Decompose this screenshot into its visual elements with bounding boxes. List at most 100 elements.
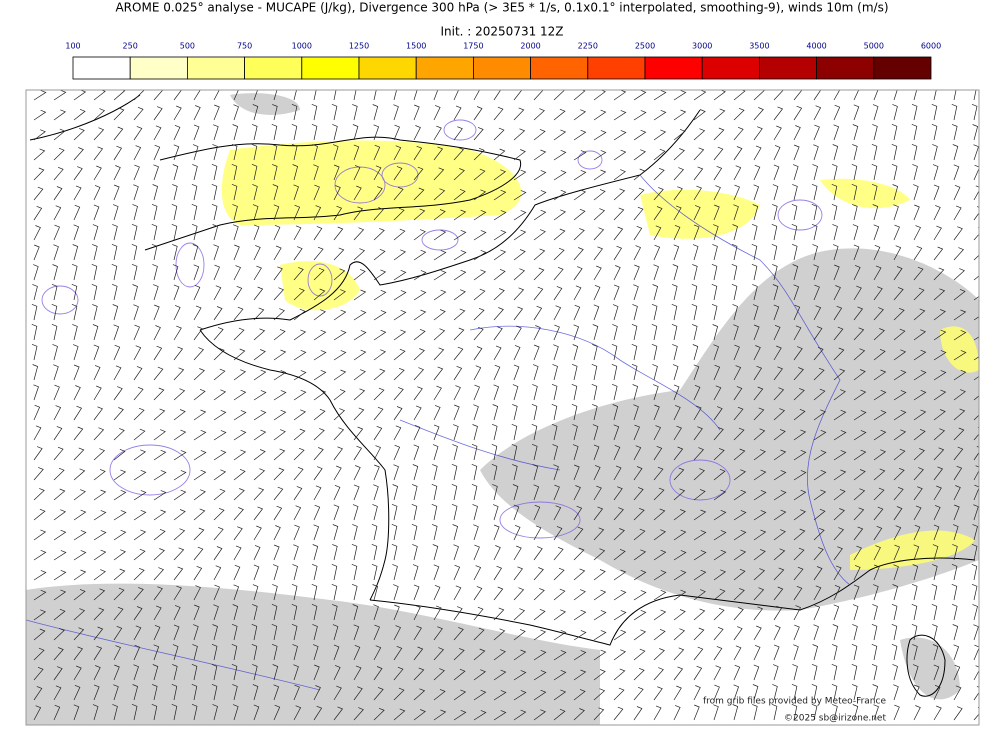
wind-barb [193,284,201,301]
wind-barb [913,225,921,241]
wind-barb [231,663,238,681]
wind-barb [333,408,346,421]
wind-barb [693,569,707,581]
wind-barb [273,370,287,381]
wind-barb [651,343,658,361]
wind-barb [93,108,106,121]
wind-barb [213,507,225,521]
copyright: ©2025 sb@irizone.net [784,714,886,724]
wind-barb [493,169,507,181]
wind-barb [53,405,62,421]
wind-barb [253,349,266,361]
wind-barb [433,385,442,401]
wind-barb [973,408,979,421]
wind-barb [673,589,687,601]
wind-barb [351,543,358,561]
wind-barb [233,285,243,301]
wind-barb [971,583,978,601]
wind-barb [253,449,266,461]
wind-barb [533,90,544,101]
wind-barb [153,387,165,401]
wind-barb [851,163,858,181]
wind-barb [813,585,822,601]
wind-barb [713,646,723,661]
wind-barb [793,624,800,641]
wind-barb [291,583,298,601]
wind-barb [313,226,323,241]
wind-barb [513,149,526,161]
wind-barb [253,506,264,521]
wind-barb [573,650,587,661]
wind-barb [733,165,742,181]
wind-barb [173,585,182,601]
wind-barb [613,706,624,721]
wind-barb [951,603,958,621]
wind-barb [813,90,822,101]
wind-barb [573,90,586,101]
wind-barb [392,564,398,581]
wind-barb [612,324,618,341]
wind-barb [873,224,880,241]
wind-barb [133,529,147,541]
wind-barb [813,566,823,581]
wind-barb [773,429,786,441]
wind-barb [113,469,127,481]
wind-barb [333,665,341,681]
wind-barb [193,124,200,141]
wind-barb [953,226,963,241]
wind-barb [591,383,598,401]
wind-barb [713,704,719,721]
wind-barb [353,644,361,661]
wind-barb [593,208,606,221]
wind-barb [773,644,780,661]
wind-barb [893,448,906,461]
wind-barb [353,310,367,321]
wind-barb [33,508,46,521]
wind-barb [313,466,323,481]
colorbar-tick-label: 3000 [692,42,712,51]
wind-barb [873,584,879,601]
wind-barb [53,364,59,381]
wind-barb [113,684,119,701]
wind-barb [851,684,858,701]
wind-barb [553,170,567,181]
wind-barb [73,426,84,441]
wind-barb [773,490,787,501]
wind-barb [413,646,424,661]
wind-barb [953,408,966,421]
wind-barb [813,409,827,421]
wind-barb [91,263,98,281]
wind-barb [713,108,726,121]
wind-barb [553,609,567,621]
wind-barb [893,429,907,441]
wind-barb [553,526,563,541]
wind-barb [693,224,700,241]
wind-barb [193,388,206,401]
wind-barb [33,488,45,501]
wind-barb [653,384,659,401]
wind-barb [113,365,122,381]
wind-barb [653,686,663,701]
wind-barb [73,405,83,421]
wind-barb [252,604,258,621]
wind-barb [833,264,840,281]
wind-barb [173,305,181,321]
wind-barb [53,529,67,541]
wind-barb [512,404,518,421]
wind-barb [113,568,126,581]
wind-barb [573,589,586,601]
wind-barb [653,90,667,101]
wind-barb [693,166,704,181]
wind-barb [732,224,738,241]
wind-barb [573,285,582,301]
wind-barb [332,544,338,561]
wind-barb [593,265,602,281]
wind-barb [313,408,326,421]
wind-barb [773,625,781,641]
wind-barb [493,384,500,401]
wind-barb [673,109,687,121]
wind-barb [272,564,279,581]
wind-barb [293,705,302,721]
wind-barb [951,583,958,601]
wind-barb [971,103,978,121]
